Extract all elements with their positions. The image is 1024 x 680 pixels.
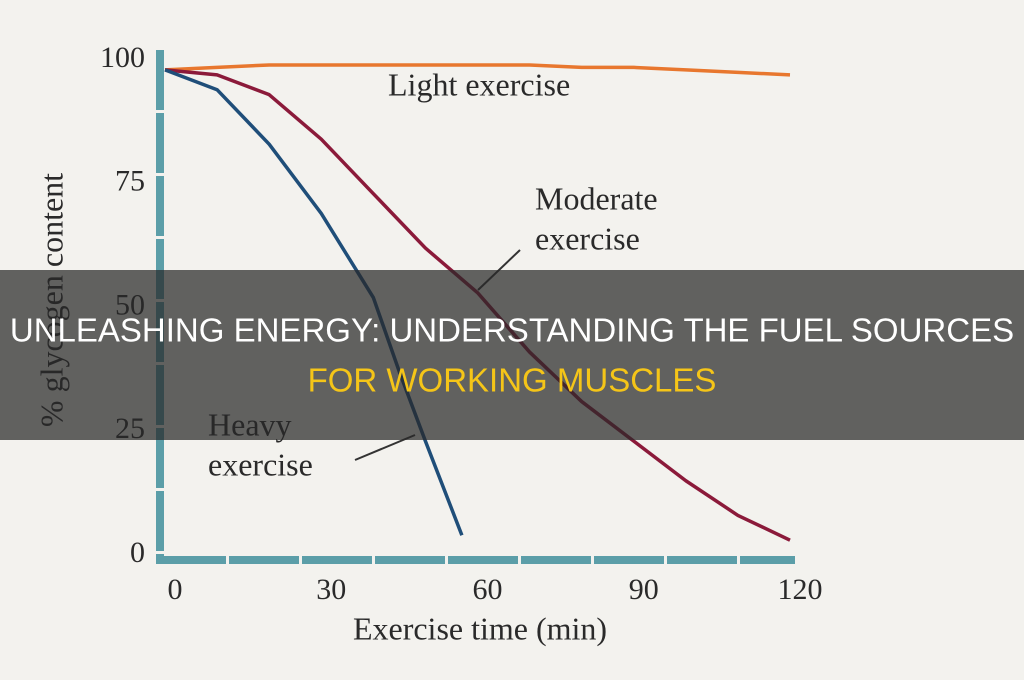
x-tick-label: 30: [316, 573, 346, 606]
y-tick-label: 100: [100, 41, 145, 74]
x-tick-label: 120: [778, 573, 823, 606]
banner-title: UNLEASHING ENERGY: UNDERSTANDING THE FUE…: [10, 312, 1014, 349]
x-tick-label: 90: [629, 573, 659, 606]
x-axis-label: Exercise time (min): [353, 610, 607, 646]
annotation: exercise: [535, 220, 640, 256]
banner: [0, 270, 1024, 440]
series-line: [164, 63, 791, 77]
y-tick-label: 75: [115, 165, 145, 198]
x-tick-label: 0: [168, 573, 183, 606]
y-tick-label: 0: [130, 536, 145, 569]
x-tick-label: 60: [473, 573, 503, 606]
annotation: exercise: [208, 446, 313, 482]
annotation: Light exercise: [388, 66, 570, 102]
annotation: Moderate: [535, 180, 658, 216]
banner-title: FOR WORKING MUSCLES: [308, 362, 717, 399]
